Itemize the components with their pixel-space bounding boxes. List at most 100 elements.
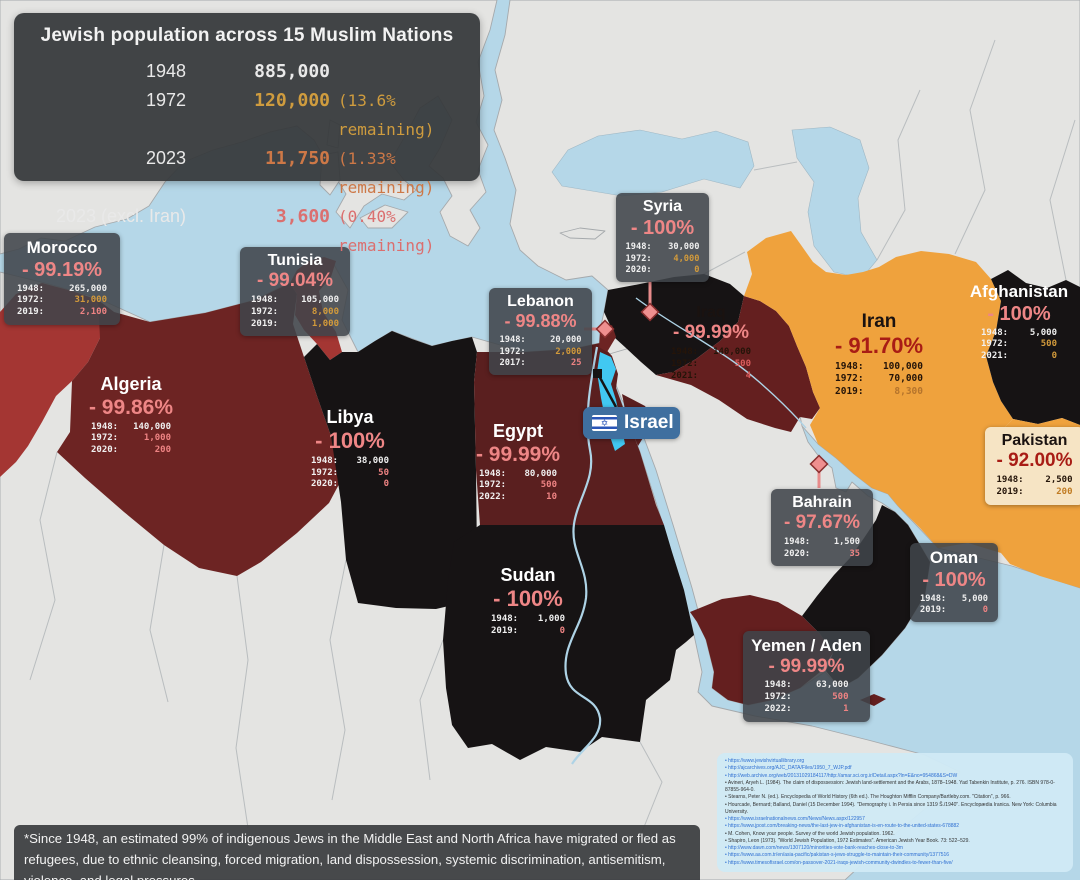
stats: 1948: 5,000 1972: 500 2021: 0 [981, 327, 1057, 361]
country-name: Sudan [500, 565, 556, 585]
country-name: Syria [642, 198, 683, 215]
source-link[interactable]: https://www.jpost.com/breaking-news/the-… [725, 823, 1065, 830]
country-name: Iraq [696, 304, 726, 321]
country-name: Algeria [100, 374, 162, 394]
black-sea [551, 129, 755, 197]
stats: 1948: 38,000 1972: 50 2020: 0 [311, 455, 389, 490]
decline-pct: - 100% [493, 585, 563, 611]
stats: 1948: 2,500 2019: 200 [996, 475, 1073, 497]
stat-row-1972: 1972 120,000 (13.6% remaining) [145, 90, 435, 139]
tunisia-label: Tunisia - 99.04% 1948: 105,000 1972: 8,000… [240, 247, 350, 337]
country-name: Pakistan [1001, 432, 1068, 449]
footnote: *Since 1948, an estimated 99% of indigen… [14, 825, 700, 880]
lebanon-pin-diamond [595, 319, 615, 339]
source-link[interactable]: https://www.aa.com.tr/en/asia-pacific/pa… [725, 852, 1065, 859]
libya-label: Libya - 100% 1948: 38,000 1972: 50 2020: 0 [295, 407, 405, 491]
source-citation: Avineri, Aryeh L. (1984). The claim of d… [725, 780, 1065, 795]
syria-label: Syria - 100% 1948: 30,000 1972: 4,000 2020… [616, 193, 709, 283]
stat-row-2023-excl-iran: 2023 (excl. Iran) 3,600 (0.40% remaining… [55, 206, 435, 255]
decline-pct: - 99.99% [475, 442, 561, 466]
caspian-sea [791, 126, 878, 279]
israel-flag-icon: ✡ [592, 415, 617, 431]
country-iran [744, 231, 1013, 553]
lebanon-label: Lebanon - 99.88% 1948: 20,000 1972: 2,000 … [489, 288, 592, 376]
stats: 1948: 80,000 1972: 500 2022: 10 [479, 468, 557, 503]
decline-pct: - 100% [315, 427, 385, 453]
decline-pct: - 99.86% [88, 395, 174, 419]
country-iraq [656, 296, 820, 432]
country-name: Lebanon [507, 293, 574, 310]
country-syria [604, 274, 744, 375]
decline-pct: - 92.00% [996, 450, 1073, 472]
bahrain-pin-diamond [809, 454, 829, 474]
stats: 1948: 63,000 1972: 500 2022: 1 [764, 680, 849, 714]
island-crete [559, 227, 606, 240]
country-name: Bahrain [792, 494, 852, 511]
decline-pct: - 91.70% [834, 332, 924, 358]
source-link[interactable]: http://ajcarchives.org/AJC_DATA/Files/19… [725, 765, 1065, 772]
decline-pct: - 100% [922, 568, 986, 591]
island-sicily [359, 204, 409, 229]
stat-row-1948: 1948 885,000 [145, 61, 330, 82]
stats: 1948: 265,000 1972: 31,000 2019: 2,100 [17, 283, 107, 317]
country-name: Yemen / Aden [751, 636, 862, 655]
country-afghanistan [986, 270, 1080, 425]
stat-row-2023: 2023 11,750 (1.33% remaining) [145, 148, 435, 197]
country-sudan [443, 525, 694, 760]
country-morocco [0, 283, 114, 477]
border-lines-africa [29, 451, 663, 833]
stats: 1948: 140,000 1972: 500 2021: 4 [671, 347, 751, 381]
island-socotra [860, 694, 886, 706]
afghanistan-label: Afghanistan - 100% 1948: 5,000 1972: 500 2… [958, 282, 1080, 363]
decline-pct: - 97.67% [783, 512, 861, 534]
sources-panel: https://www.jewishvirtuallibrary.org htt… [717, 753, 1073, 872]
country-name: Libya [326, 407, 374, 427]
bahrain-label: Bahrain - 97.67% 1948: 1,500 2020: 35 [771, 489, 873, 566]
iran-label: Iran - 91.70% 1948: 100,000 1972: 70,000 2… [812, 311, 946, 398]
source-citation: Shapiro, Leon (1973). "World Jewish Popu… [725, 838, 1065, 845]
country-name: Afghanistan [969, 282, 1069, 301]
pakistan-label: Pakistan - 92.00% 1948: 2,500 2019: 200 [985, 427, 1080, 505]
stats: 1948: 20,000 1972: 2,000 2017: 25 [499, 335, 582, 368]
source-link[interactable]: https://www.jewishvirtuallibrary.org [725, 758, 1065, 765]
oman-label: Oman - 100% 1948: 5,000 2019: 0 [910, 543, 998, 623]
euphrates-river [635, 297, 807, 429]
country-egypt [474, 343, 664, 525]
stats: 1948: 30,000 1972: 4,000 2020: 0 [625, 242, 700, 276]
decline-pct: - 99.99% [768, 655, 845, 677]
page-title: Jewish population across 15 Muslim Natio… [40, 25, 454, 46]
source-citation: Hourcade, Bernard; Balland, Daniel (15 D… [725, 802, 1065, 817]
country-name: Egypt [492, 421, 543, 441]
source-link[interactable]: https://www.timesofisrael.com/on-passove… [725, 860, 1065, 867]
stats: 1948: 140,000 1972: 1,000 2020: 200 [91, 421, 171, 456]
decline-pct: - 99.99% [672, 322, 750, 344]
source-link[interactable]: http://www.dawn.com/news/1307120/minorit… [725, 845, 1065, 852]
yemen-label: Yemen / Aden - 99.99% 1948: 63,000 1972: 5… [743, 631, 870, 722]
decline-pct: - 100% [630, 217, 695, 240]
title-panel: Jewish population across 15 Muslim Natio… [14, 13, 480, 255]
stats: 1948: 1,000 2019: 0 [491, 613, 565, 636]
stats: 1948: 105,000 1972: 8,000 2019: 1,000 [251, 295, 339, 329]
israel-label: ✡ Israel [583, 407, 680, 439]
egypt-label: Egypt - 99.99% 1948: 80,000 1972: 500 2022… [460, 421, 576, 504]
israel-connector-line [596, 373, 618, 408]
country-name: Iran [861, 311, 897, 332]
stats: 1948: 1,500 2020: 35 [784, 537, 860, 559]
decline-pct: - 99.19% [21, 258, 103, 281]
decline-pct: - 99.04% [256, 270, 334, 292]
source-citation: M. Cohen, Know your people. Survey of th… [725, 831, 1065, 838]
stats: 1948: 5,000 2019: 0 [920, 593, 988, 615]
country-name: Israel [624, 412, 674, 433]
source-citation: Stearns, Peter N. (ed.). Encyclopedia of… [725, 794, 1065, 801]
iraq-label: Iraq - 99.99% 1948: 140,000 1972: 500 2021… [652, 304, 770, 382]
country-name: Oman [929, 548, 979, 567]
source-link[interactable]: https://www.israelnationalnews.com/News/… [725, 816, 1065, 823]
morocco-label: Morocco - 99.19% 1948: 265,000 1972: 31,00… [4, 233, 120, 325]
source-link[interactable]: http://web.archive.org/web/2013102918411… [725, 773, 1065, 780]
decline-pct: - 100% [987, 302, 1051, 325]
border-lines-asia [699, 39, 1076, 281]
israel-connector-square [593, 369, 602, 378]
nile-river [564, 346, 602, 765]
